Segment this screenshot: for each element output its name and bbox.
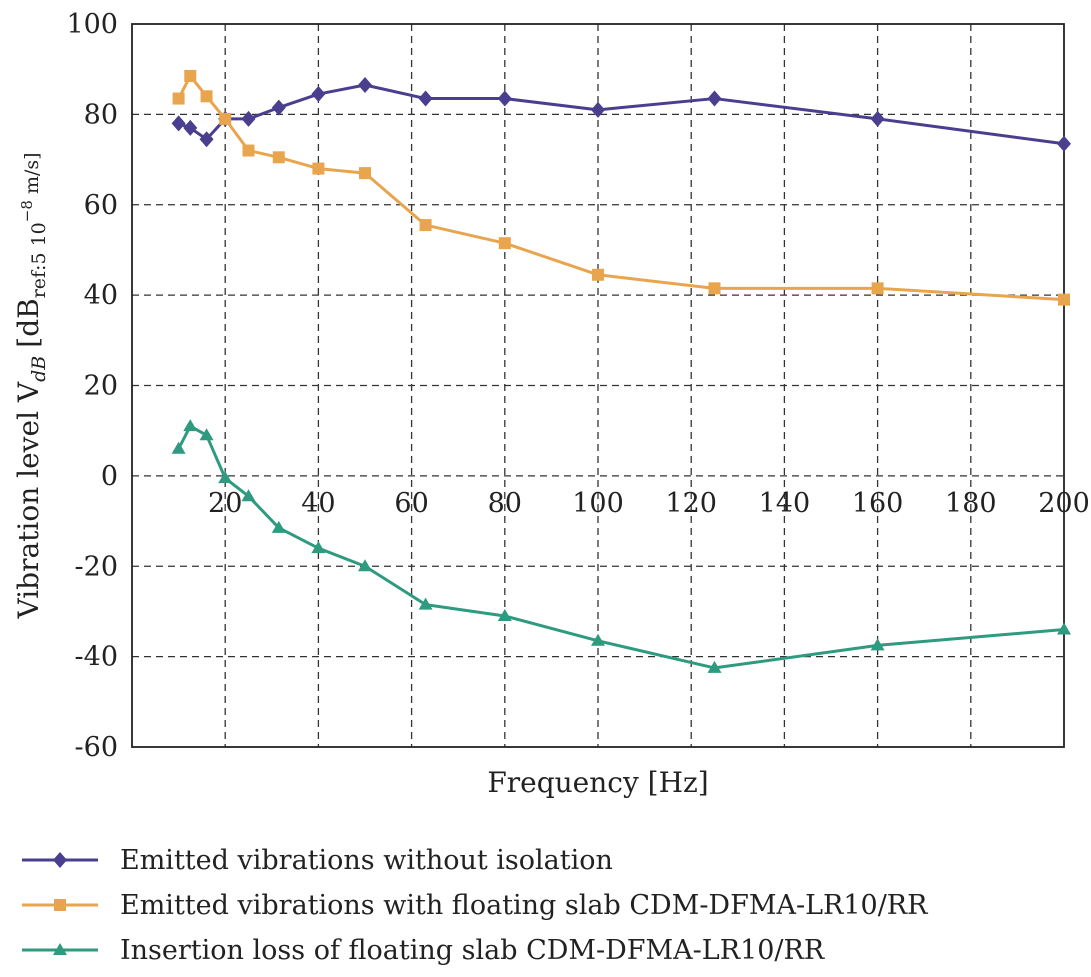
legend-label: Emitted vibrations with floating slab CD…	[120, 890, 928, 921]
data-point	[271, 99, 286, 116]
data-point	[359, 167, 371, 180]
series-3	[171, 419, 1071, 673]
data-point	[271, 520, 286, 533]
x-tick-label: 60	[394, 488, 428, 519]
x-tick-label: 180	[945, 488, 997, 519]
data-point	[1057, 135, 1071, 152]
data-point	[183, 419, 198, 432]
plot-frame	[131, 23, 1065, 748]
data-point	[219, 112, 232, 125]
series-1	[171, 77, 1071, 152]
y-axis-title: Vibration level VdB [dBref:5 10−8 m/s]	[12, 152, 50, 619]
y-tick-label: 60	[84, 190, 118, 221]
data-point	[708, 282, 721, 295]
data-point	[218, 471, 233, 484]
data-point	[311, 86, 326, 103]
data-point	[312, 162, 325, 175]
data-point	[707, 90, 722, 107]
data-point	[358, 77, 372, 94]
y-tick-label: -40	[75, 642, 118, 673]
series-layer	[171, 69, 1071, 673]
x-axis-title: Frequency [Hz]	[487, 766, 708, 799]
data-point	[171, 115, 186, 132]
legend-item-3: Insertion loss of floating slab CDM-DFMA…	[22, 935, 825, 966]
x-tick-label: 40	[301, 488, 335, 519]
legend-item-2: Emitted vibrations with floating slab CD…	[22, 890, 928, 921]
x-tick-label: 120	[665, 488, 717, 519]
x-tick-label: 140	[759, 488, 811, 519]
x-tick-label: 80	[488, 488, 522, 519]
data-point	[591, 633, 605, 646]
x-tick-label: 200	[1038, 488, 1090, 519]
data-point	[199, 428, 214, 441]
y-tick-label: 20	[84, 371, 118, 402]
x-tick-label: 160	[852, 488, 904, 519]
data-point	[870, 110, 885, 127]
data-point	[871, 282, 884, 295]
data-point	[184, 69, 197, 82]
data-point	[171, 441, 186, 454]
data-point	[241, 110, 256, 127]
y-axis-title-unit-suffix: m/s]	[21, 152, 43, 200]
tick-label-layer: 20 40 60 80 100 120 140 160 180 200 -60 -40 -20 0 20 40…	[66, 9, 1089, 763]
y-tick-label: 40	[84, 280, 118, 311]
data-point	[497, 90, 512, 107]
y-axis-title-unit-superscript: −8	[18, 200, 36, 222]
series-line	[177, 424, 1065, 670]
x-tick-label: 20	[208, 488, 242, 519]
y-tick-label: 80	[84, 99, 118, 130]
data-point	[183, 119, 198, 136]
y-axis-title-unit-subscript: ref:5 10	[28, 222, 50, 298]
data-point	[1058, 293, 1070, 306]
series-line	[177, 74, 1065, 302]
data-point	[418, 597, 433, 610]
data-point	[870, 638, 885, 651]
series-line	[178, 83, 1065, 146]
legend: Emitted vibrations without isolation Emit…	[22, 845, 928, 966]
y-axis-title-unit: [dB	[12, 298, 45, 347]
legend-marker	[53, 943, 67, 955]
legend-marker	[53, 852, 67, 868]
data-point	[311, 541, 326, 554]
data-point	[497, 608, 512, 621]
data-point	[199, 131, 214, 148]
y-tick-label: -60	[75, 732, 118, 763]
y-tick-label: 0	[101, 461, 118, 492]
series-2	[172, 69, 1070, 306]
legend-label: Insertion loss of floating slab CDM-DFMA…	[120, 935, 825, 966]
data-point	[241, 489, 256, 502]
y-tick-label: -20	[75, 551, 118, 582]
legend-item-1: Emitted vibrations without isolation	[22, 845, 613, 876]
y-axis-title-subscript: dB	[28, 356, 50, 382]
y-tick-label: 100	[66, 9, 118, 40]
x-tick-label: 100	[572, 488, 624, 519]
legend-marker	[54, 899, 66, 911]
data-point	[419, 219, 432, 232]
data-point	[591, 101, 605, 118]
data-point	[358, 559, 372, 572]
data-point	[172, 92, 185, 105]
y-axis-title-main: Vibration level V	[12, 381, 45, 619]
data-point	[272, 151, 285, 164]
legend-label: Emitted vibrations without isolation	[120, 845, 613, 876]
data-point	[242, 144, 255, 157]
data-point	[418, 90, 433, 107]
data-point	[592, 268, 604, 281]
data-point	[498, 237, 511, 250]
data-point	[200, 90, 213, 103]
data-point	[707, 660, 722, 673]
data-point	[1057, 622, 1071, 635]
grid-layer	[132, 24, 1064, 747]
